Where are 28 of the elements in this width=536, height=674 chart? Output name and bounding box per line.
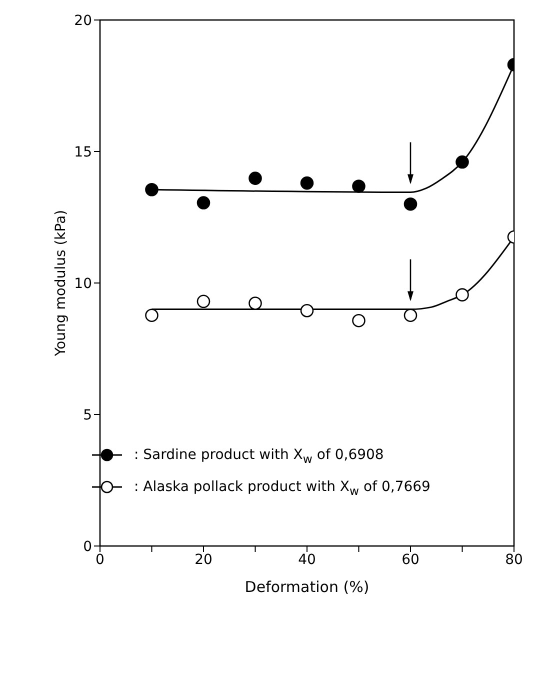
point xyxy=(300,304,314,318)
point xyxy=(352,314,366,328)
x-axis-title: Deformation (%) xyxy=(244,578,370,596)
x-tick-label: 60 xyxy=(402,552,420,568)
legend-label: : Alaska pollack product with X$_{w}$ of 0,7669 xyxy=(134,478,432,500)
point xyxy=(196,196,210,210)
point xyxy=(456,155,469,169)
point xyxy=(404,308,418,322)
y-tick-label: 5 xyxy=(83,407,92,424)
point xyxy=(196,294,210,308)
x-tick-label: 20 xyxy=(194,552,212,568)
point xyxy=(145,308,158,322)
y-tick-label: 15 xyxy=(74,144,92,160)
x-tick-label: 80 xyxy=(505,552,523,568)
x-tick-label: 40 xyxy=(298,552,316,568)
x-tick-label: 0 xyxy=(96,552,104,568)
y-axis-title: Young modulus (kPa) xyxy=(52,210,69,358)
y-tick-label: 10 xyxy=(74,276,92,292)
point xyxy=(456,288,469,302)
point xyxy=(248,172,262,185)
y-tick-label: 0 xyxy=(83,538,92,555)
point xyxy=(248,296,262,310)
legend-label: : Sardine product with X$_{w}$ of 0,6908 xyxy=(134,446,385,468)
point xyxy=(300,176,314,190)
point xyxy=(145,182,158,196)
y-tick-label: 20 xyxy=(74,12,92,29)
point xyxy=(404,197,418,211)
point xyxy=(352,180,366,193)
